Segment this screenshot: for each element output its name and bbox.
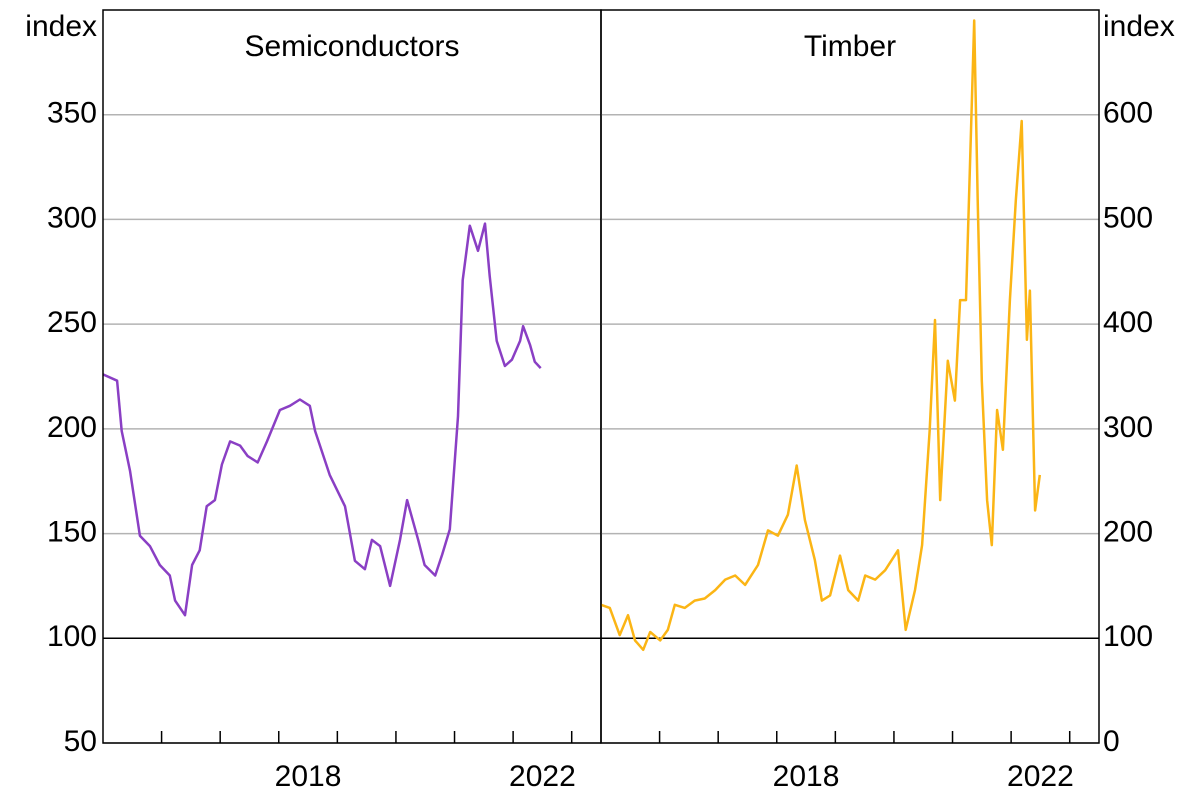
x-tick-label: 2018 [275, 760, 342, 793]
y-tick-label: 150 [47, 515, 97, 548]
x-tick-label: 2022 [509, 760, 576, 793]
y-tick-label: 300 [1103, 411, 1153, 444]
y-tick-label: 200 [1103, 515, 1153, 548]
y-tick-label: 400 [1103, 306, 1153, 339]
panel-title: Semiconductors [244, 30, 459, 63]
panel-frame [600, 9, 1100, 744]
y-tick-label: 500 [1103, 201, 1153, 234]
y-tick-label: 0 [1103, 725, 1120, 758]
y-tick-label: 300 [47, 201, 97, 234]
y-tick-label: 200 [47, 411, 97, 444]
panel-title: Timber [804, 30, 896, 63]
line-series [102, 222, 542, 617]
y-axis-label: index [25, 10, 97, 43]
y-tick-label: 50 [64, 725, 97, 758]
panel-frame [102, 9, 602, 744]
y-tick-label: 100 [47, 620, 97, 653]
y-tick-label: 350 [47, 97, 97, 130]
line-series [600, 19, 1042, 652]
y-tick-label: 250 [47, 306, 97, 339]
x-tick-label: 2022 [1007, 760, 1074, 793]
y-axis-label: index [1103, 10, 1175, 43]
y-tick-label: 600 [1103, 97, 1153, 130]
y-tick-label: 100 [1103, 620, 1153, 653]
x-tick-label: 2018 [773, 760, 840, 793]
